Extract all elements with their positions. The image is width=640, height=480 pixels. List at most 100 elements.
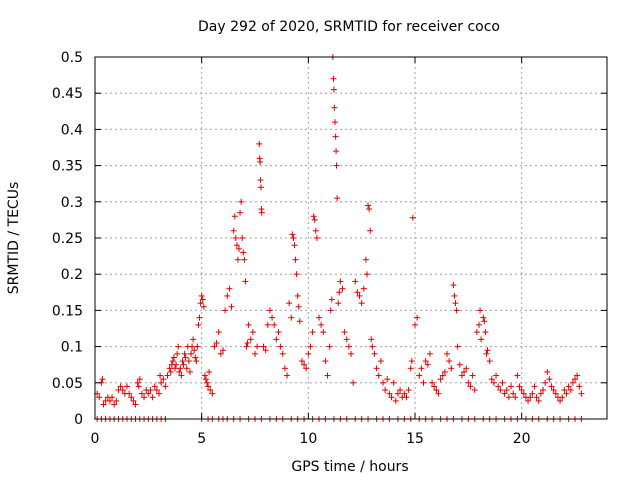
data-point bbox=[198, 292, 205, 299]
data-point bbox=[334, 195, 341, 202]
data-point bbox=[332, 119, 338, 126]
data-point bbox=[354, 289, 361, 296]
data-point bbox=[294, 292, 301, 299]
data-point bbox=[296, 318, 303, 325]
data-point bbox=[497, 387, 504, 394]
data-point bbox=[473, 329, 480, 336]
data-point bbox=[179, 358, 186, 365]
data-point bbox=[446, 358, 453, 365]
data-point bbox=[256, 140, 263, 147]
data-point bbox=[484, 347, 491, 354]
data-point bbox=[360, 285, 367, 292]
data-point bbox=[275, 329, 282, 336]
data-point bbox=[176, 368, 183, 375]
data-point bbox=[316, 314, 322, 321]
data-point bbox=[322, 358, 329, 365]
data-point bbox=[157, 372, 164, 379]
data-point bbox=[420, 379, 427, 386]
data-point bbox=[134, 379, 141, 386]
y-axis-label: SRMTID / TECUs bbox=[6, 182, 22, 295]
data-point bbox=[128, 394, 135, 401]
axis-ticks bbox=[94, 56, 607, 420]
y-tick-label: 0.4 bbox=[61, 122, 83, 138]
y-tick-label: 0.1 bbox=[61, 340, 83, 356]
data-point bbox=[429, 379, 436, 386]
data-point bbox=[298, 358, 305, 365]
data-point bbox=[565, 383, 572, 390]
data-point bbox=[548, 383, 555, 390]
data-point bbox=[437, 376, 444, 383]
data-point bbox=[195, 321, 202, 328]
data-point bbox=[414, 314, 421, 321]
data-point bbox=[352, 278, 359, 285]
data-point bbox=[520, 390, 527, 397]
data-point bbox=[345, 343, 352, 350]
data-point bbox=[550, 387, 557, 394]
data-point bbox=[390, 379, 397, 386]
data-point bbox=[211, 343, 218, 350]
data-point bbox=[284, 372, 290, 379]
data-point bbox=[175, 343, 182, 350]
data-point bbox=[222, 307, 229, 314]
data-point bbox=[330, 75, 337, 82]
data-point bbox=[326, 343, 333, 350]
data-point bbox=[469, 372, 476, 379]
data-point bbox=[450, 282, 457, 289]
data-point bbox=[228, 303, 235, 310]
data-point bbox=[481, 318, 488, 325]
data-point bbox=[240, 249, 247, 256]
data-point bbox=[301, 361, 308, 368]
data-point bbox=[388, 394, 395, 401]
data-point bbox=[169, 358, 176, 365]
data-point bbox=[190, 336, 197, 343]
data-point bbox=[174, 350, 181, 357]
data-point bbox=[505, 394, 512, 401]
data-point bbox=[544, 368, 551, 375]
data-point bbox=[237, 209, 244, 216]
data-point bbox=[324, 372, 331, 379]
data-point bbox=[431, 383, 438, 390]
data-point bbox=[369, 343, 376, 350]
data-point bbox=[180, 361, 187, 368]
data-point bbox=[145, 390, 152, 397]
data-point bbox=[488, 376, 495, 383]
data-point bbox=[295, 303, 302, 310]
data-point bbox=[557, 397, 564, 404]
data-point bbox=[328, 296, 335, 303]
data-point bbox=[177, 365, 184, 372]
data-point bbox=[412, 321, 418, 328]
data-point bbox=[136, 376, 143, 383]
data-point bbox=[170, 354, 177, 361]
data-point bbox=[397, 387, 404, 394]
data-point bbox=[537, 390, 544, 397]
data-point bbox=[574, 372, 581, 379]
data-point bbox=[367, 227, 374, 234]
data-point bbox=[366, 206, 373, 213]
data-point bbox=[401, 390, 408, 397]
data-point bbox=[231, 213, 238, 220]
data-point bbox=[124, 383, 130, 390]
data-point bbox=[217, 350, 224, 357]
data-point bbox=[332, 133, 339, 140]
data-point bbox=[480, 314, 487, 321]
data-point bbox=[309, 329, 316, 336]
data-point bbox=[358, 300, 365, 307]
y-tick-label: 0.3 bbox=[61, 195, 83, 211]
data-point bbox=[196, 314, 203, 321]
data-point bbox=[172, 365, 178, 372]
data-point bbox=[453, 307, 460, 314]
data-point bbox=[441, 368, 448, 375]
data-point bbox=[394, 390, 401, 397]
data-point bbox=[258, 209, 265, 216]
data-point bbox=[226, 285, 233, 292]
data-point bbox=[518, 387, 525, 394]
data-point bbox=[546, 376, 553, 383]
data-point bbox=[483, 350, 490, 357]
data-point bbox=[320, 329, 327, 336]
data-point bbox=[499, 379, 506, 386]
x-tick-label: 0 bbox=[91, 431, 100, 447]
data-point bbox=[407, 365, 414, 372]
data-point bbox=[311, 216, 318, 223]
data-point bbox=[257, 177, 264, 184]
